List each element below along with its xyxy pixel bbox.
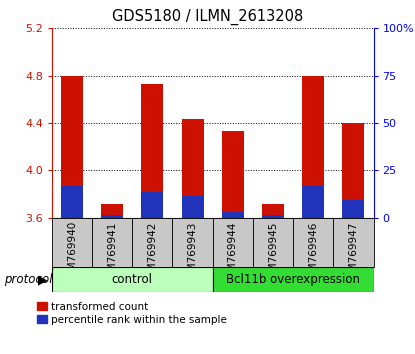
Bar [302, 76, 324, 218]
Text: GSM769940: GSM769940 [67, 221, 77, 284]
Bar [213, 267, 374, 292]
Bar [181, 119, 204, 218]
Bar [101, 204, 123, 218]
Text: GSM769941: GSM769941 [107, 221, 117, 285]
Bar [262, 215, 284, 218]
Text: GSM769945: GSM769945 [268, 221, 278, 285]
Bar [142, 84, 164, 218]
Bar [132, 218, 173, 267]
Bar [173, 218, 213, 267]
Bar [222, 212, 244, 218]
Bar [101, 215, 123, 218]
Bar [222, 131, 244, 218]
Bar [61, 76, 83, 218]
Bar [342, 123, 364, 218]
Bar [52, 267, 213, 292]
Text: Bcl11b overexpression: Bcl11b overexpression [226, 273, 360, 286]
Text: GDS5180 / ILMN_2613208: GDS5180 / ILMN_2613208 [112, 9, 303, 25]
Bar [61, 186, 83, 218]
Text: ▶: ▶ [38, 273, 48, 286]
Bar [213, 218, 253, 267]
Bar [302, 186, 324, 218]
Bar [52, 218, 92, 267]
Bar [92, 218, 132, 267]
Text: GSM769946: GSM769946 [308, 221, 318, 285]
Text: GSM769943: GSM769943 [188, 221, 198, 285]
Text: GSM769947: GSM769947 [349, 221, 359, 285]
Bar [142, 192, 164, 218]
Bar [181, 196, 204, 218]
Bar [333, 218, 374, 267]
Text: control: control [112, 273, 153, 286]
Bar [342, 200, 364, 218]
Bar [253, 218, 293, 267]
Bar [293, 218, 333, 267]
Text: protocol: protocol [4, 273, 53, 286]
Bar [262, 204, 284, 218]
Text: GSM769942: GSM769942 [147, 221, 157, 285]
Text: GSM769944: GSM769944 [228, 221, 238, 285]
Legend: transformed count, percentile rank within the sample: transformed count, percentile rank withi… [33, 297, 231, 329]
